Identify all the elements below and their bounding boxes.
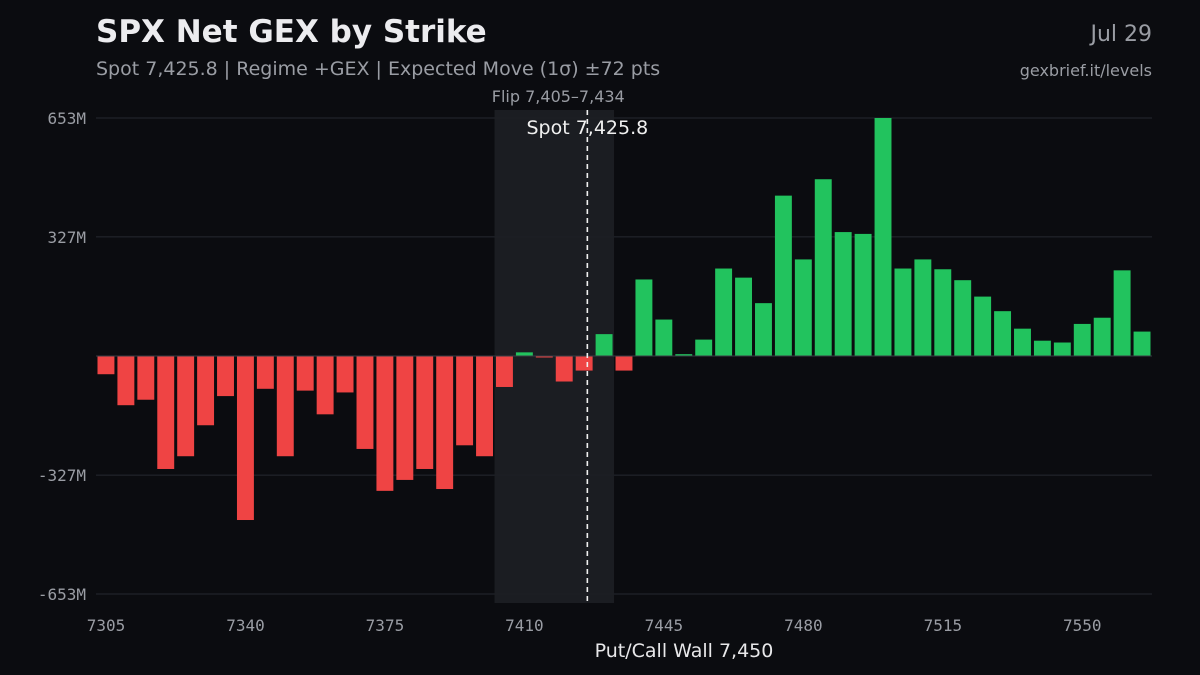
- bar: [635, 279, 653, 356]
- bar: [735, 277, 753, 356]
- bar: [177, 356, 195, 457]
- bar: [794, 259, 812, 356]
- x-axis-label: Put/Call Wall 7,450: [595, 640, 774, 662]
- bar: [515, 352, 533, 356]
- bar: [456, 356, 474, 446]
- spot-label: Spot 7,425.8: [526, 117, 648, 139]
- flip-label: Flip 7,405–7,434: [492, 87, 625, 106]
- bar: [814, 179, 832, 356]
- bar: [157, 356, 175, 469]
- x-tick-label: 7550: [1063, 616, 1102, 635]
- bar: [1073, 323, 1091, 356]
- date-label: Jul 29: [1090, 22, 1152, 47]
- bar: [1053, 342, 1071, 356]
- bar: [1133, 331, 1151, 356]
- bar: [316, 356, 334, 415]
- bar: [416, 356, 434, 469]
- bar: [236, 356, 254, 521]
- bar: [137, 356, 155, 400]
- bar: [117, 356, 135, 406]
- bar: [197, 356, 215, 426]
- bar: [495, 356, 513, 387]
- bar: [715, 268, 733, 356]
- bar: [356, 356, 374, 449]
- x-tick-label: 7515: [924, 616, 963, 635]
- bar: [914, 259, 932, 356]
- chart-subtitle: Spot 7,425.8 | Regime +GEX | Expected Mo…: [96, 58, 661, 80]
- bar: [655, 319, 673, 356]
- bar: [256, 356, 274, 389]
- bar: [1033, 340, 1051, 356]
- source-label: gexbrief.it/levels: [1019, 61, 1152, 80]
- y-tick-label: 327M: [47, 228, 86, 247]
- bar: [575, 356, 593, 371]
- x-tick-label: 7340: [226, 616, 265, 635]
- bar: [834, 232, 852, 356]
- bar: [695, 339, 713, 356]
- y-tick-label: -327M: [38, 466, 86, 485]
- bar: [336, 356, 354, 393]
- bar: [675, 354, 693, 356]
- bar: [595, 334, 613, 356]
- bar: [376, 356, 394, 491]
- bar: [774, 195, 792, 356]
- bar: [276, 356, 294, 457]
- bar: [994, 311, 1012, 356]
- bar: [436, 356, 454, 490]
- x-tick-label: 7305: [87, 616, 126, 635]
- x-tick-label: 7375: [366, 616, 405, 635]
- bar: [974, 296, 992, 356]
- bar: [1113, 270, 1131, 356]
- chart-title: SPX Net GEX by Strike: [96, 14, 487, 50]
- bar: [555, 356, 573, 382]
- bar: [396, 356, 414, 480]
- bar: [615, 356, 633, 371]
- bar: [1093, 317, 1111, 356]
- bar: [1014, 328, 1031, 356]
- x-tick-label: 7480: [784, 616, 823, 635]
- bar: [854, 233, 872, 356]
- bar: [476, 356, 493, 457]
- bar: [97, 356, 115, 375]
- bar: [954, 280, 972, 356]
- bar: [934, 269, 952, 356]
- x-tick-label: 7410: [505, 616, 544, 635]
- bar: [755, 303, 772, 356]
- x-tick-label: 7445: [645, 616, 684, 635]
- bar: [217, 356, 234, 397]
- bar: [874, 118, 892, 356]
- bar: [894, 268, 912, 356]
- y-tick-label: 653M: [47, 109, 86, 128]
- bar: [535, 356, 553, 358]
- y-tick-label: -653M: [38, 585, 86, 604]
- bar: [296, 356, 314, 391]
